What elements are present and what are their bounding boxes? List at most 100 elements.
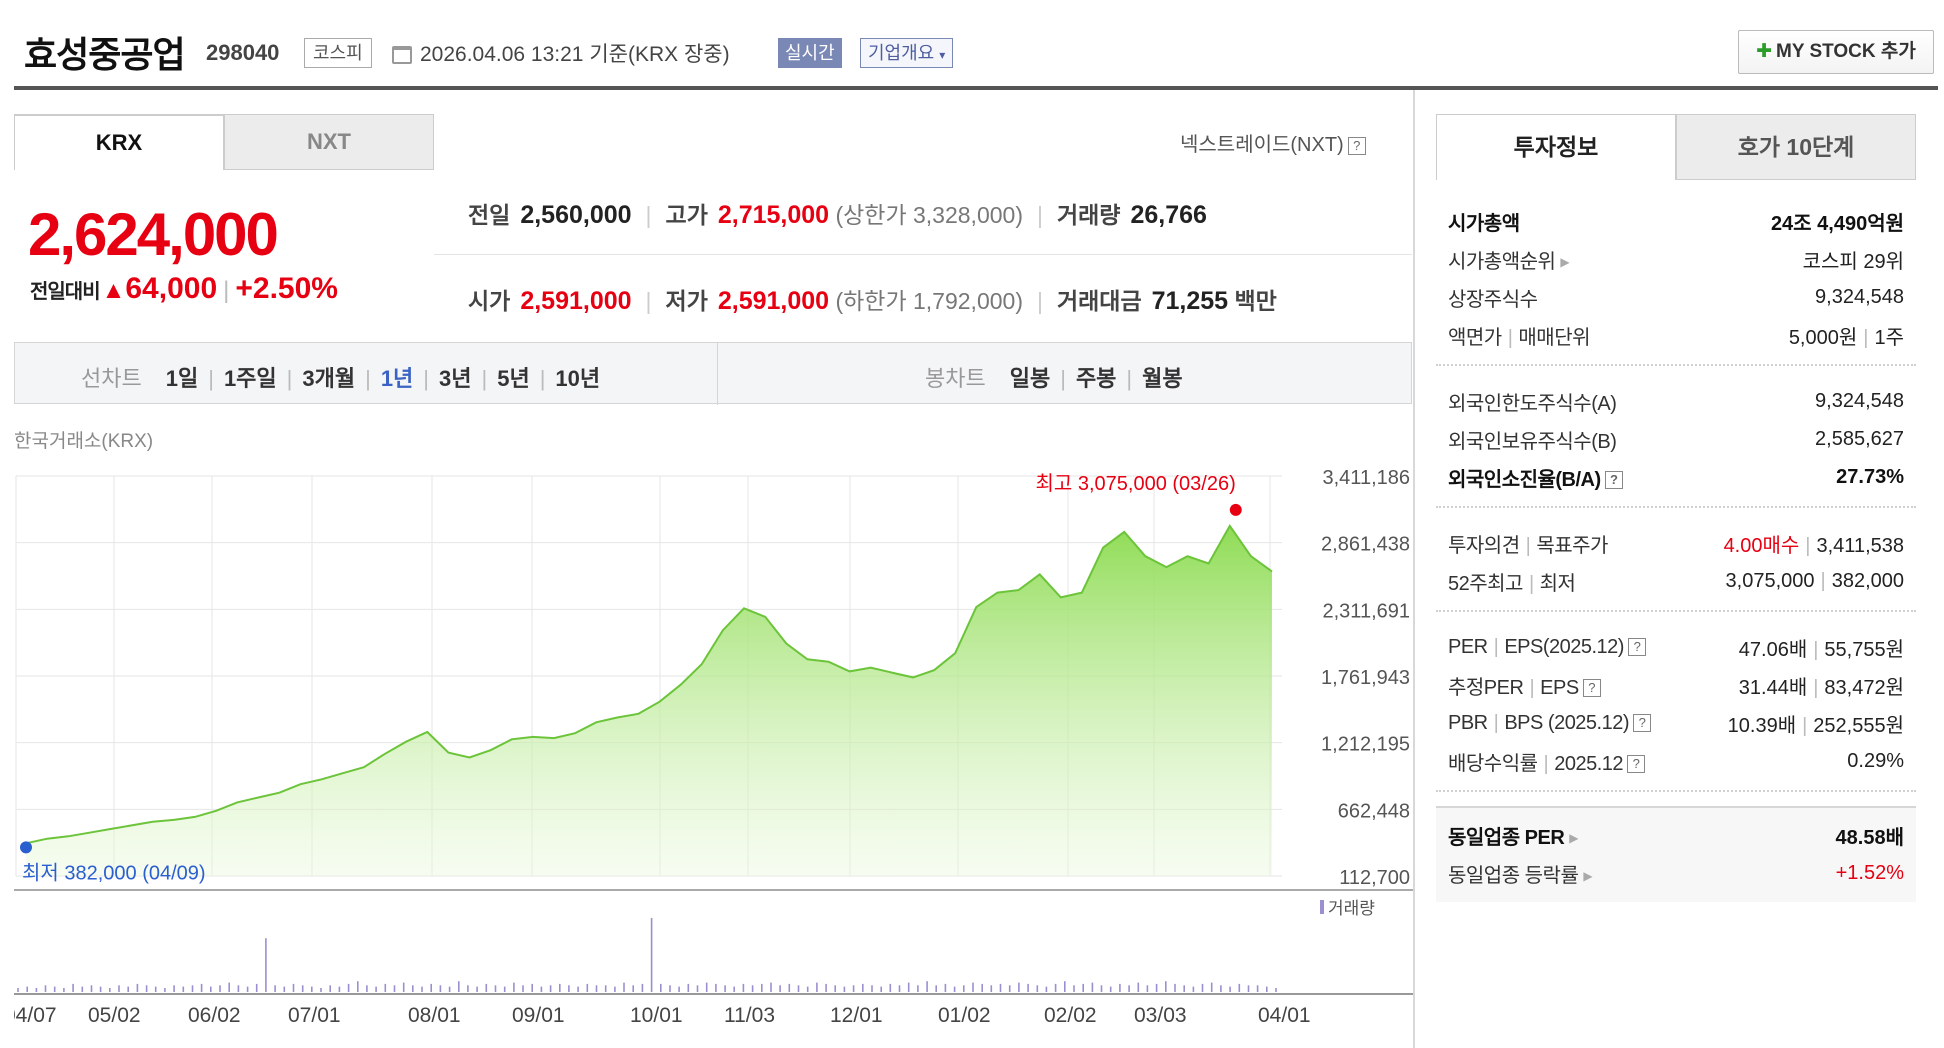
- dividend-value: 0.29%: [1847, 749, 1904, 772]
- prev-close-label: 전일: [468, 202, 511, 228]
- x-tick-label: 07/01: [288, 1004, 341, 1027]
- current-price: 2,624,000: [28, 201, 279, 268]
- dividend-label: 배당수익률 | 2025.12?: [1448, 747, 1645, 776]
- amount-unit: 백만: [1234, 288, 1277, 314]
- volume-chart: 거래량 04/07 05/02 06/02 07/01 08/01 09/01 10/01 11…: [14, 899, 1414, 1027]
- period-1w[interactable]: 1주일: [223, 366, 277, 391]
- per-label: PER | EPS(2025.12)?: [1448, 636, 1646, 659]
- upper-limit: (상한가 3,328,000): [835, 202, 1023, 228]
- tab-nxt[interactable]: NXT: [224, 114, 434, 170]
- prev-close-value: 2,560,000: [520, 201, 632, 229]
- tab-order-book[interactable]: 호가 10단계: [1676, 114, 1916, 180]
- chevron-right-icon: ▶: [1583, 869, 1593, 884]
- period-3y[interactable]: 3년: [439, 366, 472, 391]
- candle-monthly[interactable]: 월봉: [1142, 366, 1183, 391]
- pbr-value: 10.39배 | 252,555원: [1727, 714, 1904, 737]
- help-icon[interactable]: ?: [1582, 679, 1601, 698]
- y-tick-label: 112,700: [1339, 867, 1410, 889]
- company-overview-dropdown[interactable]: 기업개요 ▾: [860, 38, 954, 68]
- x-tick-label: 03/03: [1134, 1004, 1187, 1027]
- market-cap-label: 시가총액: [1448, 212, 1520, 235]
- par-value-label: 액면가 | 매매단위: [1448, 326, 1591, 349]
- y-tick-label: 3,411,186: [1323, 468, 1411, 489]
- change-percent: +2.50%: [235, 272, 338, 305]
- sector-per-label[interactable]: 동일업종 PER ▶: [1448, 826, 1579, 849]
- foreign-held-value: 2,585,627: [1815, 427, 1904, 450]
- foreign-limit-label: 외국인한도주식수(A): [1448, 392, 1617, 415]
- change-label: 전일대비: [30, 281, 101, 303]
- candle-daily[interactable]: 일봉: [1009, 366, 1051, 391]
- y-tick-label: 2,311,691: [1323, 600, 1411, 622]
- max-label: 최고 3,075,000 (03/26): [1035, 472, 1235, 495]
- price-area: [26, 525, 1272, 876]
- foreign-ratio-label: 외국인소진율(B/A)?: [1448, 463, 1623, 492]
- high-label: 고가: [665, 202, 708, 228]
- quote-row-2: 시가 2,591,000 | 저가 2,591,000 (하한가 1,792,000) |…: [468, 287, 1277, 315]
- listed-shares-label: 상장주식수: [1448, 288, 1538, 311]
- nextrade-link[interactable]: 넥스트레이드(NXT)?: [1180, 128, 1366, 157]
- company-overview-label: 기업개요: [868, 43, 935, 63]
- y-tick-label: 2,861,438: [1321, 534, 1410, 556]
- x-tick-label: 02/02: [1044, 1004, 1097, 1027]
- quote-datetime: 2026.04.06 13:21 기준(KRX 장중): [420, 43, 730, 66]
- quote-divider: [434, 254, 1412, 255]
- info-row: 52주최고 | 최저 3,075,000 | 382,000: [1448, 562, 1916, 600]
- volume-value: 26,766: [1130, 201, 1207, 229]
- line-chart-label: 선차트: [81, 366, 142, 391]
- market-cap-rank-label[interactable]: 시가총액순위 ▶: [1448, 250, 1570, 273]
- exchange-label: 한국거래소(KRX): [14, 431, 154, 452]
- open-label: 시가: [468, 288, 511, 314]
- min-point-marker: [20, 841, 32, 854]
- sector-change-label[interactable]: 동일업종 등락률 ▶: [1448, 864, 1593, 887]
- help-icon[interactable]: ?: [1627, 755, 1645, 774]
- candle-weekly[interactable]: 주봉: [1075, 366, 1117, 391]
- realtime-badge[interactable]: 실시간: [778, 38, 842, 68]
- 52week-label: 52주최고 | 최저: [1448, 572, 1576, 595]
- period-1d[interactable]: 1일: [165, 366, 199, 391]
- listed-shares-value: 9,324,548: [1815, 285, 1904, 308]
- add-my-stock-button[interactable]: ✚ MY STOCK 추가: [1738, 30, 1934, 74]
- est-per-label: 추정PER | EPS?: [1448, 671, 1601, 700]
- chevron-right-icon: ▶: [1569, 831, 1579, 846]
- info-row: 액면가 | 매매단위 5,000원 | 1주: [1448, 316, 1916, 354]
- help-icon[interactable]: ?: [1604, 471, 1623, 490]
- info-row: 상장주식수 9,324,548: [1448, 278, 1916, 316]
- period-10y[interactable]: 10년: [555, 366, 601, 391]
- x-tick-label: 04/01: [1258, 1004, 1311, 1027]
- help-icon[interactable]: ?: [1347, 136, 1366, 155]
- x-tick-label: 04/07: [14, 1004, 57, 1027]
- est-per-value: 31.44배 | 83,472원: [1738, 676, 1904, 699]
- volume-legend-swatch: [1320, 900, 1324, 914]
- up-triangle-icon: ▲: [101, 277, 126, 304]
- tab-investment-info[interactable]: 투자정보: [1436, 114, 1676, 180]
- per-value: 47.06배 | 55,755원: [1738, 638, 1904, 661]
- help-icon[interactable]: ?: [1627, 638, 1646, 657]
- max-point-marker: [1229, 503, 1242, 516]
- info-row: 시가총액순위 ▶ 코스피 29위: [1448, 240, 1916, 278]
- info-row: 시가총액 24조 4,490억원: [1448, 202, 1916, 240]
- stock-header: 효성중공업 298040 코스피 2026.04.06 13:21 기준(KRX…: [0, 0, 1944, 90]
- opinion-value: 4.00매수 | 3,411,538: [1723, 534, 1904, 557]
- period-1y[interactable]: 1년: [380, 366, 414, 391]
- investment-info-table: 시가총액 24조 4,490억원 시가총액순위 ▶ 코스피 29위 상장주식수 9,32…: [1436, 200, 1916, 916]
- tab-krx[interactable]: KRX: [14, 114, 224, 170]
- low-value: 2,591,000: [717, 287, 830, 315]
- help-icon[interactable]: ?: [1633, 714, 1652, 733]
- period-5y[interactable]: 5년: [497, 366, 530, 391]
- volume-label: 거래량: [1056, 202, 1121, 228]
- market-tabs: KRX NXT: [14, 114, 434, 170]
- pbr-label: PBR | BPS (2025.12)?: [1448, 712, 1652, 735]
- high-value: 2,715,000: [717, 201, 830, 229]
- header-divider: [14, 86, 1938, 90]
- info-block-foreign: 외국인한도주식수(A) 9,324,548 외국인보유주식수(B) 2,585,62…: [1436, 380, 1916, 508]
- info-row: 투자의견 | 목표주가 4.00매수 | 3,411,538: [1448, 524, 1916, 562]
- x-tick-label: 05/02: [88, 1004, 141, 1027]
- period-3m[interactable]: 3개월: [302, 366, 356, 391]
- sector-per-value: 48.58배: [1835, 826, 1904, 849]
- nextrade-link-label: 넥스트레이드(NXT): [1180, 134, 1344, 156]
- info-row: 동일업종 PER ▶ 48.58배: [1448, 816, 1916, 854]
- info-row: 추정PER | EPS? 31.44배 | 83,472원: [1448, 666, 1916, 704]
- x-tick-label: 12/01: [830, 1004, 883, 1027]
- info-row: PBR | BPS (2025.12)? 10.39배 | 252,555원: [1448, 704, 1916, 742]
- par-value-value: 5,000원 | 1주: [1788, 326, 1904, 349]
